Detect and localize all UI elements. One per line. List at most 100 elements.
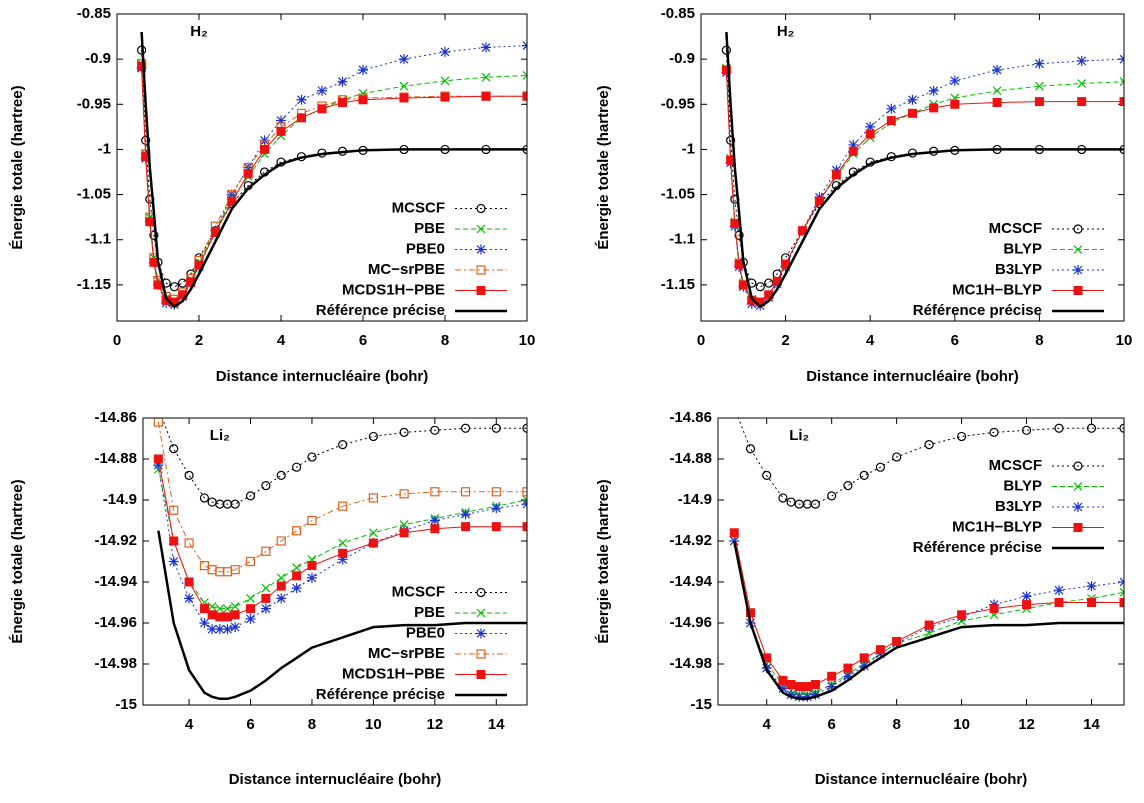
legend-label: PBE0 <box>406 624 445 641</box>
series-line <box>157 465 527 630</box>
y-tick-label: -14.9 <box>103 491 137 508</box>
y-tick-label: -14.96 <box>94 614 137 631</box>
marker <box>399 54 409 65</box>
marker <box>734 259 744 269</box>
marker <box>794 682 804 692</box>
legend-label: MCDS1H−PBE <box>342 281 445 298</box>
annotation: Li₂ <box>210 427 230 444</box>
y-tick-label: -1.05 <box>661 186 695 203</box>
marker <box>338 538 348 548</box>
legend-label: MC1H−BLYP <box>952 518 1042 535</box>
marker <box>1119 423 1124 433</box>
marker <box>246 593 255 603</box>
marker <box>1073 245 1083 254</box>
x-tick-label: 0 <box>697 332 705 349</box>
series-line <box>141 50 527 288</box>
y-tick-label: -14.98 <box>669 655 712 672</box>
x-tick-label: 14 <box>1083 716 1100 733</box>
marker <box>261 546 271 556</box>
marker <box>726 155 736 165</box>
plot-frame <box>717 417 1125 706</box>
marker <box>992 64 1003 75</box>
legend-marker <box>476 224 486 234</box>
marker <box>399 427 409 437</box>
marker <box>476 224 486 234</box>
legend-label: MCDS1H−PBE <box>342 665 445 682</box>
marker <box>276 581 286 591</box>
marker <box>476 587 486 598</box>
panel: -15 -14.98 -14.96 -14.94 -14.92 -14.9 -14.88 -1… <box>595 409 1125 788</box>
marker <box>907 94 918 105</box>
marker <box>1022 600 1032 610</box>
marker <box>929 103 939 113</box>
y-tick-label: -0.85 <box>661 5 695 22</box>
marker <box>227 197 237 207</box>
series-line <box>725 50 1124 288</box>
legend-label: MC−srPBE <box>368 261 445 278</box>
marker <box>865 121 876 132</box>
legend-label: MCSCF <box>392 583 445 600</box>
marker <box>1073 482 1083 491</box>
marker <box>276 126 286 136</box>
marker <box>476 286 486 295</box>
marker <box>924 440 934 450</box>
y-tick-label: -14.92 <box>669 532 712 549</box>
legend-marker <box>1073 502 1083 512</box>
marker <box>522 423 527 433</box>
marker <box>481 72 491 82</box>
marker <box>481 42 491 53</box>
marker <box>292 526 302 536</box>
marker <box>875 462 886 472</box>
marker <box>1073 224 1083 234</box>
panel: -1.15 -1.1 -1.05 -1 -0.95 -0.9 -0.85 0 2 4 6 8 10 Dis… <box>9 5 535 385</box>
series-line <box>733 540 1124 696</box>
marker <box>230 565 240 575</box>
marker <box>141 152 151 162</box>
marker <box>368 538 378 548</box>
series-line <box>140 32 527 309</box>
marker <box>223 604 232 614</box>
marker <box>928 85 939 96</box>
marker <box>245 491 256 501</box>
marker <box>786 680 796 689</box>
marker <box>149 230 159 240</box>
marker <box>802 691 813 702</box>
y-tick-label: -14.9 <box>678 491 712 508</box>
series-line <box>157 458 527 618</box>
legend-label: BLYP <box>1003 240 1042 257</box>
marker <box>1021 591 1032 602</box>
marker <box>207 610 217 620</box>
marker <box>169 505 179 515</box>
x-tick-label: 10 <box>953 716 970 733</box>
marker <box>246 604 256 614</box>
y-tick-label: -1 <box>682 140 695 157</box>
marker <box>440 92 450 102</box>
marker <box>261 593 271 603</box>
marker <box>358 64 368 75</box>
marker <box>481 91 491 101</box>
marker <box>476 608 486 618</box>
x-tick-label: 6 <box>359 332 367 349</box>
legend-label: PBE <box>414 604 445 621</box>
marker <box>338 97 347 107</box>
legend-label: MCSCF <box>989 220 1042 237</box>
plot-frame <box>700 13 1125 322</box>
marker <box>802 682 812 692</box>
series-line <box>161 418 527 505</box>
marker <box>1119 587 1124 597</box>
x-axis-label: Distance internucléaire (bohr) <box>815 771 1028 788</box>
series-line <box>157 422 527 573</box>
marker <box>810 680 820 689</box>
marker <box>827 671 837 681</box>
x-tick-label: 4 <box>866 332 875 349</box>
marker <box>747 295 757 305</box>
marker <box>1073 502 1083 512</box>
series-line <box>725 32 1124 309</box>
marker <box>491 503 502 514</box>
marker <box>260 144 270 154</box>
marker <box>522 91 527 101</box>
marker <box>430 425 440 435</box>
marker <box>1073 461 1083 471</box>
y-tick-label: -14.92 <box>94 532 137 549</box>
legend-label: Référence précise <box>913 539 1042 556</box>
